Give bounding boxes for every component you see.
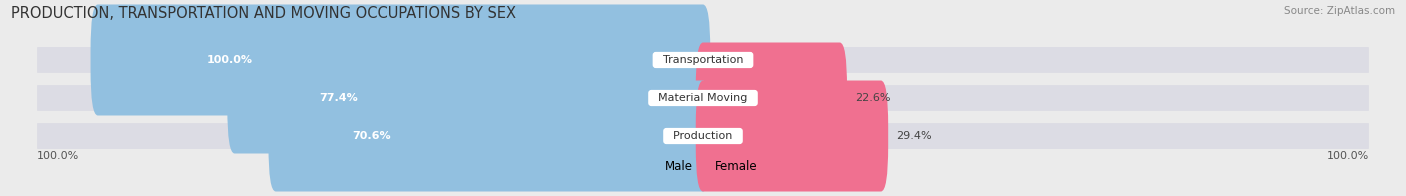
FancyBboxPatch shape [696, 81, 889, 191]
FancyBboxPatch shape [696, 43, 846, 153]
Text: Transportation: Transportation [655, 55, 751, 65]
Text: 29.4%: 29.4% [896, 131, 932, 141]
Text: 70.6%: 70.6% [353, 131, 391, 141]
Text: 100.0%: 100.0% [1326, 151, 1368, 161]
Text: 22.6%: 22.6% [855, 93, 890, 103]
Text: Material Moving: Material Moving [651, 93, 755, 103]
FancyBboxPatch shape [37, 47, 1369, 73]
Text: 77.4%: 77.4% [319, 93, 357, 103]
FancyBboxPatch shape [37, 123, 1369, 149]
FancyBboxPatch shape [90, 5, 710, 115]
Legend: Male, Female: Male, Female [644, 155, 762, 177]
Text: 0.0%: 0.0% [718, 55, 747, 65]
Text: PRODUCTION, TRANSPORTATION AND MOVING OCCUPATIONS BY SEX: PRODUCTION, TRANSPORTATION AND MOVING OC… [11, 6, 516, 21]
FancyBboxPatch shape [37, 85, 1369, 111]
FancyBboxPatch shape [228, 43, 710, 153]
Text: Source: ZipAtlas.com: Source: ZipAtlas.com [1284, 6, 1395, 16]
FancyBboxPatch shape [269, 81, 710, 191]
Text: 100.0%: 100.0% [207, 55, 253, 65]
Text: 100.0%: 100.0% [38, 151, 80, 161]
Text: Production: Production [666, 131, 740, 141]
